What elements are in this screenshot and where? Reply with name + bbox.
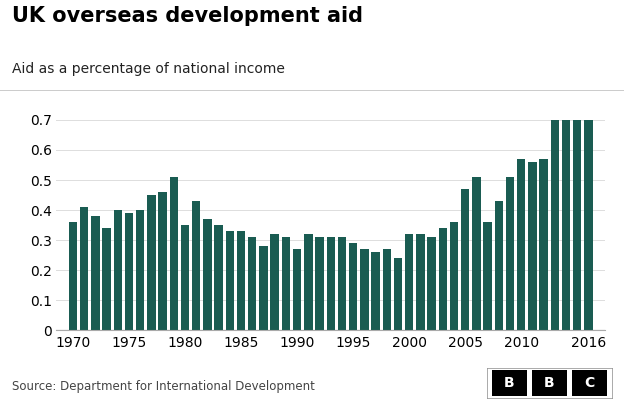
FancyBboxPatch shape bbox=[532, 370, 567, 396]
Bar bbox=[203, 219, 212, 330]
Bar bbox=[439, 228, 447, 330]
Bar bbox=[371, 252, 380, 330]
Bar bbox=[573, 120, 582, 330]
Bar bbox=[484, 222, 492, 330]
Bar bbox=[584, 120, 593, 330]
Bar bbox=[529, 162, 537, 330]
Bar bbox=[383, 249, 391, 330]
Bar bbox=[304, 234, 313, 330]
Bar bbox=[360, 249, 369, 330]
Text: UK overseas development aid: UK overseas development aid bbox=[12, 6, 363, 26]
Bar bbox=[562, 120, 570, 330]
Bar bbox=[517, 159, 525, 330]
Bar bbox=[461, 189, 469, 330]
Bar bbox=[114, 210, 122, 330]
Bar bbox=[506, 177, 514, 330]
Bar bbox=[416, 234, 424, 330]
Bar bbox=[147, 195, 155, 330]
Bar bbox=[69, 222, 77, 330]
Bar bbox=[315, 237, 324, 330]
Bar bbox=[349, 243, 358, 330]
Bar bbox=[260, 246, 268, 330]
Bar bbox=[80, 207, 89, 330]
Bar bbox=[192, 201, 200, 330]
FancyBboxPatch shape bbox=[492, 370, 527, 396]
FancyBboxPatch shape bbox=[572, 370, 607, 396]
Bar bbox=[226, 231, 234, 330]
Bar bbox=[136, 210, 144, 330]
Bar bbox=[326, 237, 335, 330]
Bar bbox=[472, 177, 480, 330]
Bar bbox=[450, 222, 458, 330]
Bar bbox=[405, 234, 413, 330]
Text: B: B bbox=[504, 376, 515, 390]
Bar bbox=[158, 192, 167, 330]
Bar bbox=[270, 234, 279, 330]
Bar bbox=[338, 237, 346, 330]
Bar bbox=[539, 159, 548, 330]
Bar bbox=[215, 225, 223, 330]
Bar bbox=[170, 177, 178, 330]
Bar bbox=[102, 228, 111, 330]
Bar bbox=[181, 225, 189, 330]
Bar bbox=[427, 237, 436, 330]
Bar bbox=[281, 237, 290, 330]
Text: B: B bbox=[544, 376, 555, 390]
Bar bbox=[550, 120, 559, 330]
Bar bbox=[495, 201, 503, 330]
Text: C: C bbox=[584, 376, 594, 390]
Bar bbox=[237, 231, 245, 330]
Bar bbox=[293, 249, 301, 330]
Bar bbox=[248, 237, 256, 330]
Bar bbox=[394, 258, 402, 330]
Bar bbox=[125, 213, 133, 330]
Bar bbox=[91, 216, 100, 330]
Text: Source: Department for International Development: Source: Department for International Dev… bbox=[12, 380, 315, 393]
Text: Aid as a percentage of national income: Aid as a percentage of national income bbox=[12, 62, 285, 77]
